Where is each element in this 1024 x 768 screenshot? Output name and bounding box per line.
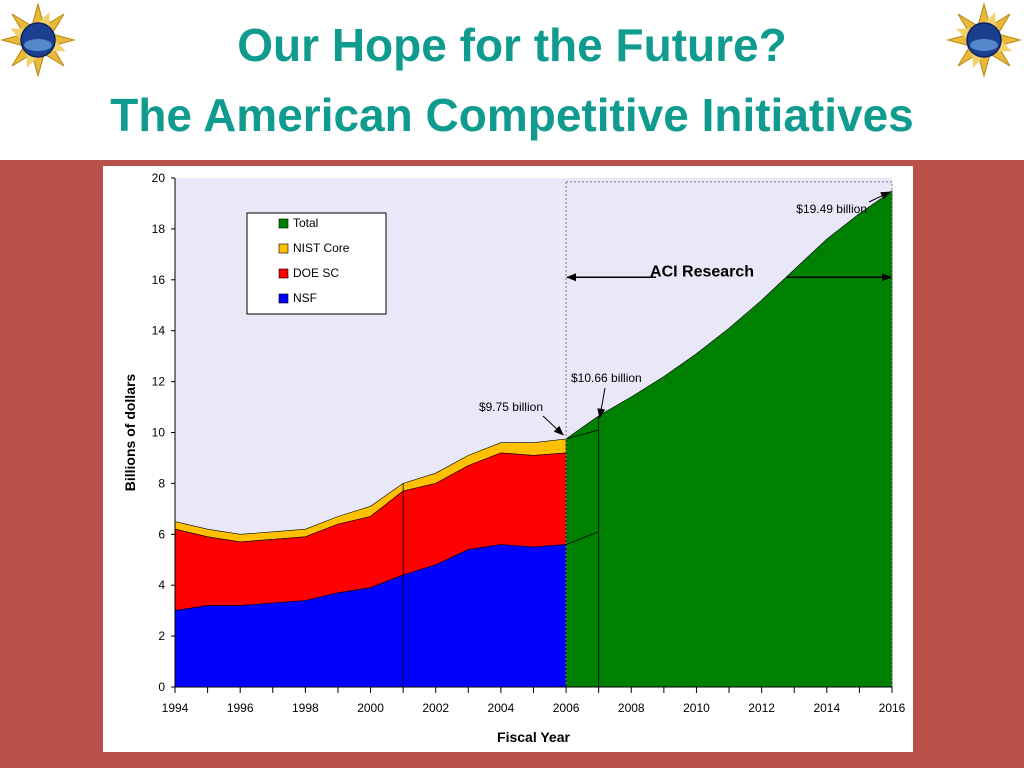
legend-swatch xyxy=(278,243,289,254)
annotation-label: $9.75 billion xyxy=(479,400,543,414)
y-tick-label: 6 xyxy=(158,527,165,541)
y-axis-label: Billions of dollars xyxy=(122,374,138,492)
slide-title-line2: The American Competitive Initiatives xyxy=(110,89,914,141)
y-tick-label: 8 xyxy=(158,476,165,490)
legend-label: NIST Core xyxy=(293,241,350,255)
nsf-logo-icon xyxy=(946,2,1022,78)
chart-panel: 0 2 4 6 8 10 12 14 16 18 20 1994 1996 1998 2000 2002 200… xyxy=(103,166,913,752)
y-tick-label: 16 xyxy=(152,273,166,287)
legend-label: DOE SC xyxy=(293,266,339,280)
annotation-arrow xyxy=(542,415,564,436)
y-tick-label: 18 xyxy=(152,222,166,236)
nsf-logo-icon xyxy=(0,2,76,78)
legend-label: Total xyxy=(293,216,318,230)
annotation-arrow xyxy=(597,387,606,419)
x-tick-label: 1994 xyxy=(162,701,189,715)
x-tick-label: 2014 xyxy=(813,701,840,715)
annotation-arrow xyxy=(868,191,891,203)
y-tick-label: 20 xyxy=(152,171,166,185)
x-tick-label: 2016 xyxy=(879,701,906,715)
projection-line-total xyxy=(565,429,599,440)
slide-title-line1: Our Hope for the Future? xyxy=(237,19,787,71)
x-axis-label: Fiscal Year xyxy=(497,729,570,745)
annotation-label: $19.49 billion xyxy=(796,202,867,216)
x-tick-label: 2010 xyxy=(683,701,710,715)
chart-legend: Total NIST Core DOE SC NSF xyxy=(246,212,387,315)
y-tick-label: 14 xyxy=(152,324,166,338)
projection-line-nsf xyxy=(565,531,599,545)
x-tick-label: 2006 xyxy=(553,701,580,715)
legend-swatch xyxy=(278,293,289,304)
y-tick-label: 0 xyxy=(158,680,165,694)
annotation-label: ACI Research xyxy=(650,263,754,280)
x-tick-label: 2004 xyxy=(488,701,515,715)
x-tick-label: 2008 xyxy=(618,701,645,715)
legend-swatch xyxy=(278,268,289,279)
aci-region-box xyxy=(565,181,893,688)
x-tick-label: 1996 xyxy=(227,701,254,715)
title-area: Our Hope for the Future? The American Co… xyxy=(0,0,1024,160)
y-tick-label: 12 xyxy=(152,375,166,389)
annotation-label: $10.66 billion xyxy=(571,371,642,385)
x-tick-label: 2002 xyxy=(422,701,449,715)
y-tick-label: 2 xyxy=(158,629,165,643)
legend-label: NSF xyxy=(293,291,317,305)
y-tick-label: 10 xyxy=(152,426,166,440)
legend-box xyxy=(246,212,387,315)
y-tick-label: 4 xyxy=(158,578,165,592)
x-tick-label: 2012 xyxy=(748,701,775,715)
x-tick-label: 2000 xyxy=(357,701,384,715)
aci-funding-chart: 0 2 4 6 8 10 12 14 16 18 20 1994 1996 1998 2000 2002 200… xyxy=(122,171,906,745)
x-tick-label: 1998 xyxy=(292,701,319,715)
legend-swatch xyxy=(278,218,289,229)
